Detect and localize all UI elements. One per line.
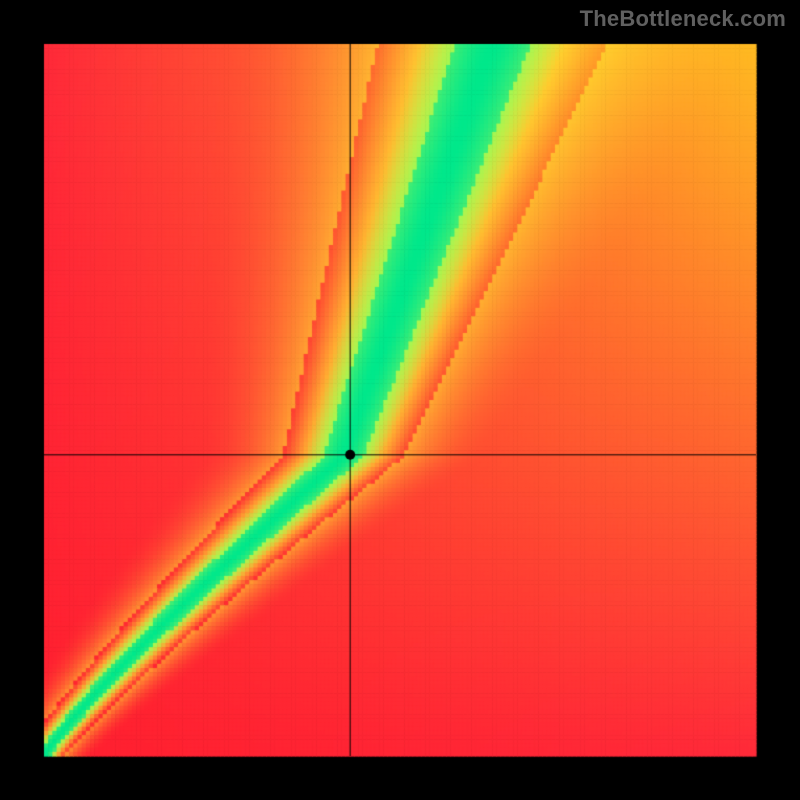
bottleneck-heatmap <box>0 0 800 800</box>
watermark-text: TheBottleneck.com <box>580 6 786 32</box>
